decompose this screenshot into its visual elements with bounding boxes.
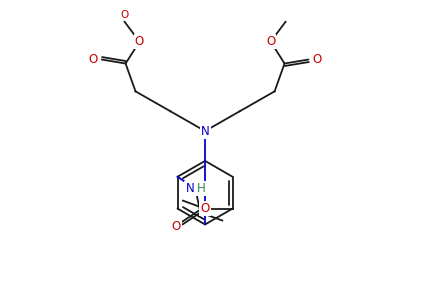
Text: O: O <box>171 220 180 233</box>
Text: O: O <box>200 202 209 215</box>
Text: O: O <box>120 10 129 20</box>
Text: O: O <box>88 53 98 66</box>
Text: O: O <box>265 35 275 48</box>
Text: N: N <box>200 125 209 137</box>
Text: O: O <box>135 35 144 48</box>
Text: O: O <box>312 53 321 66</box>
Text: H: H <box>196 182 205 195</box>
Text: N: N <box>185 182 194 195</box>
